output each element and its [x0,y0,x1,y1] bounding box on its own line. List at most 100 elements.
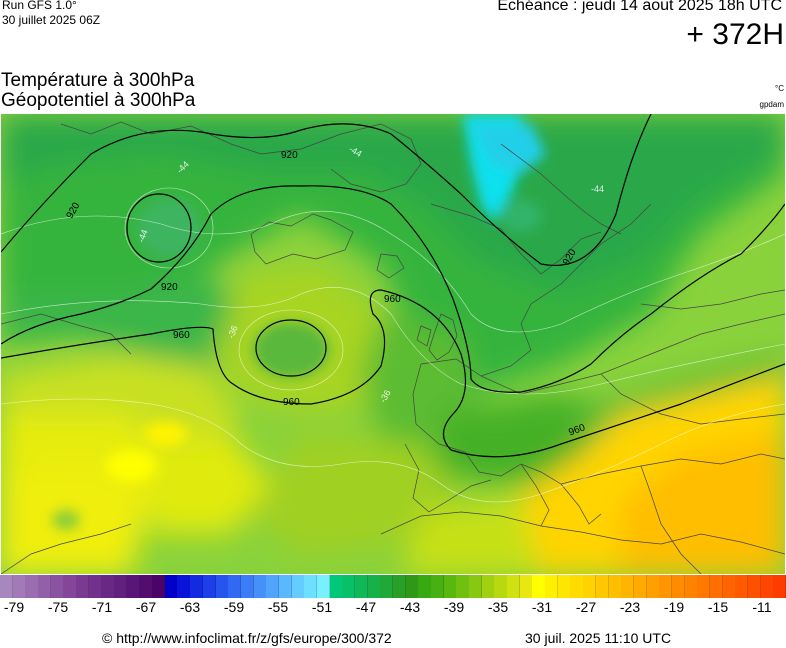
isotherm-label: -44 [591,184,604,194]
colorbar-segment [659,575,673,598]
colorbar-segment [671,575,686,598]
contour-label: 960 [173,330,190,341]
colorbar-tick: -43 [399,599,421,615]
run-name: Run GFS 1.0° [2,0,77,12]
colorbar-segment [773,575,786,598]
colorbar-tick: -51 [311,599,333,615]
unit-gpdam: gpdam [759,100,784,109]
colorbar-segment [190,575,204,598]
contour-label: 960 [283,397,300,408]
colorbar-segment [532,575,546,598]
source-url[interactable]: © http://www.infoclimat.fr/z/gfs/europe/… [102,630,392,646]
colorbar-segment [595,575,609,598]
colorbar-segment [228,575,242,598]
colorbar-tick: -15 [707,599,729,615]
coastlines [1,121,785,574]
colorbar-segment [215,575,229,598]
weather-map[interactable]: 920 920 920 920 960 960 960 960 -44 -44 … [1,114,785,574]
colorbar-tick: -31 [531,599,553,615]
colorbar-segment [88,575,102,598]
colorbar-segment [367,575,381,598]
colorbar-segment [139,575,153,598]
colorbar-segment [722,575,736,598]
colorbar-segment [760,575,774,598]
colorbar-segment [469,575,483,598]
colorbar-segment [405,575,419,598]
unit-celsius: °C [775,84,784,93]
colorbar-tick: -35 [487,599,509,615]
colorbar-segment [253,575,267,598]
contour-label: 920 [281,150,298,161]
colorbar-tick: -59 [223,599,245,615]
colorbar-segment [202,575,216,598]
colorbar-segment [354,575,369,598]
colorbar-segment [545,575,559,598]
colorbar-segment [152,575,166,598]
colorbar-segment [380,575,394,598]
colorbar-segment [621,575,635,598]
isotherm-label: -44 [136,228,150,244]
colorbar-segment [431,575,445,598]
colorbar-segment [557,575,571,598]
colorbar-tick: -19 [663,599,685,615]
colorbar-tick: -39 [443,599,465,615]
colorbar-segment [76,575,90,598]
colorbar-segment [304,575,318,598]
colorbar-segment [329,575,343,598]
colorbar-tick: -79 [3,599,25,615]
colorbar-segment [164,575,178,598]
colorbar-segment [291,575,305,598]
parameter-temperature: Température à 300hPa [1,70,195,91]
colorbar-tick: -67 [135,599,157,615]
contour-label: 960 [384,294,401,305]
colorbar-tick: -55 [267,599,289,615]
parameter-geopotential: Géopotentiel à 300hPa [1,90,196,111]
colorbar-segment [709,575,724,598]
colorbar-segment [114,575,128,598]
colorbar-tick: -11 [752,599,772,615]
colorbar-segment [519,575,533,598]
colorbar-segment [63,575,77,598]
temperature-field [1,114,785,574]
colorbar-segment [494,575,508,598]
colorbar-segment [570,575,584,598]
colorbar-segment [735,575,749,598]
colorbar-segment [177,575,191,598]
colorbar-segment [684,575,698,598]
forecast-hour: + 372H [686,18,784,51]
colorbar-segment [583,575,597,598]
colorbar-segment [633,575,648,598]
isotherms [1,187,785,503]
colorbar-segment [278,575,293,598]
colorbar-segment [266,575,280,598]
colorbar-segment [747,575,762,598]
colorbar-tick: -47 [355,599,377,615]
colorbar-tick: -75 [47,599,69,615]
isotherm-label: -36 [226,324,240,340]
temperature-colorbar [0,575,786,598]
colorbar-segment [456,575,470,598]
colorbar-segment [50,575,64,598]
colorbar-segment [608,575,622,598]
colorbar-segment [646,575,660,598]
geopotential-contours [1,114,785,458]
generation-date: 30 juil. 2025 11:10 UTC [525,630,672,646]
forecast-valid-time: Echéance : jeudi 14 aout 2025 18h UTC [497,0,782,14]
colorbar-segment [443,575,457,598]
colorbar-segment [393,575,407,598]
colorbar-tick: -23 [619,599,641,615]
colorbar-segment [342,575,356,598]
colorbar-segment [418,575,432,598]
colorbar-tick: -27 [575,599,597,615]
run-date: 30 juillet 2025 06Z [2,13,101,27]
colorbar-segment [38,575,52,598]
colorbar-segment [101,575,115,598]
colorbar-segment [316,575,331,598]
colorbar-tick-labels: -79 -75 -71 -67 -63 -59 -55 -51 -47 -43 -39 -35 -31 -… [0,599,786,619]
colorbar-segment [126,575,140,598]
colorbar-tick: -63 [179,599,201,615]
contour-label: 920 [161,282,178,293]
colorbar-segment [0,575,14,598]
colorbar-segment [25,575,39,598]
colorbar-segment [697,575,711,598]
